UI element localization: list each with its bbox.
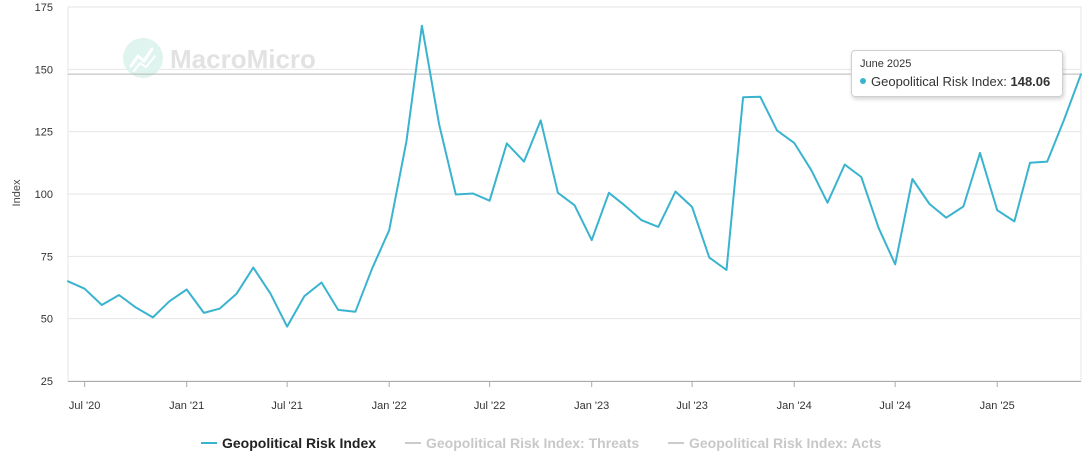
macromicro-logo-icon — [123, 38, 163, 78]
tooltip-value: 148.06 — [1010, 74, 1051, 89]
legend: Geopolitical Risk Index Geopolitical Risk… — [201, 435, 882, 451]
tooltip-date: June 2025 — [860, 58, 912, 70]
x-tick-label: Jan '22 — [372, 400, 407, 412]
x-tick-label: Jan '25 — [980, 400, 1015, 412]
y-axis-title: Index — [11, 179, 23, 206]
watermark: MacroMicro — [123, 38, 316, 78]
x-tick-label: Jul '23 — [676, 400, 707, 412]
x-tick-label: Jan '23 — [574, 400, 609, 412]
series-layer — [67, 24, 1082, 328]
x-tick-label: Jul '22 — [474, 400, 505, 412]
y-tick-label: 50 — [41, 314, 53, 326]
x-tick-label: Jul '21 — [271, 400, 302, 412]
y-tick-label: 175 — [35, 2, 53, 14]
watermark-text: MacroMicro — [170, 44, 316, 74]
x-tick-label: Jul '20 — [69, 400, 100, 412]
legend-label: Geopolitical Risk Index: Acts — [689, 435, 882, 451]
legend-item[interactable]: Geopolitical Risk Index: Threats — [405, 435, 639, 451]
tooltip-series-label: Geopolitical Risk Index — [871, 74, 1004, 89]
y-tick-label: 75 — [41, 251, 53, 263]
legend-item[interactable]: Geopolitical Risk Index — [201, 435, 376, 451]
legend-label: Geopolitical Risk Index: Threats — [426, 435, 639, 451]
tooltip-series-dot-icon — [860, 78, 866, 84]
series-line — [67, 24, 1082, 328]
legend-label: Geopolitical Risk Index — [222, 435, 376, 451]
y-tick-label: 150 — [35, 64, 53, 76]
x-tick-label: Jul '24 — [879, 400, 910, 412]
x-tick-label: Jan '21 — [169, 400, 204, 412]
tooltip: June 2025 Geopolitical Risk Index: 148.0… — [851, 50, 1063, 97]
y-tick-label: 25 — [41, 376, 53, 388]
y-tick-label: 125 — [35, 127, 53, 139]
legend-item[interactable]: Geopolitical Risk Index: Acts — [668, 435, 882, 451]
y-tick-label: 100 — [35, 189, 53, 201]
x-tick-label: Jan '24 — [777, 400, 812, 412]
grid-lines — [67, 6, 1082, 382]
tooltip-row: Geopolitical Risk Index: 148.06 — [860, 74, 1062, 89]
tooltip-separator: : — [1003, 74, 1007, 89]
axes: Index 25 50 75 100 125 150 175 Jul '20 Jan '21 Ju… — [11, 2, 1081, 412]
